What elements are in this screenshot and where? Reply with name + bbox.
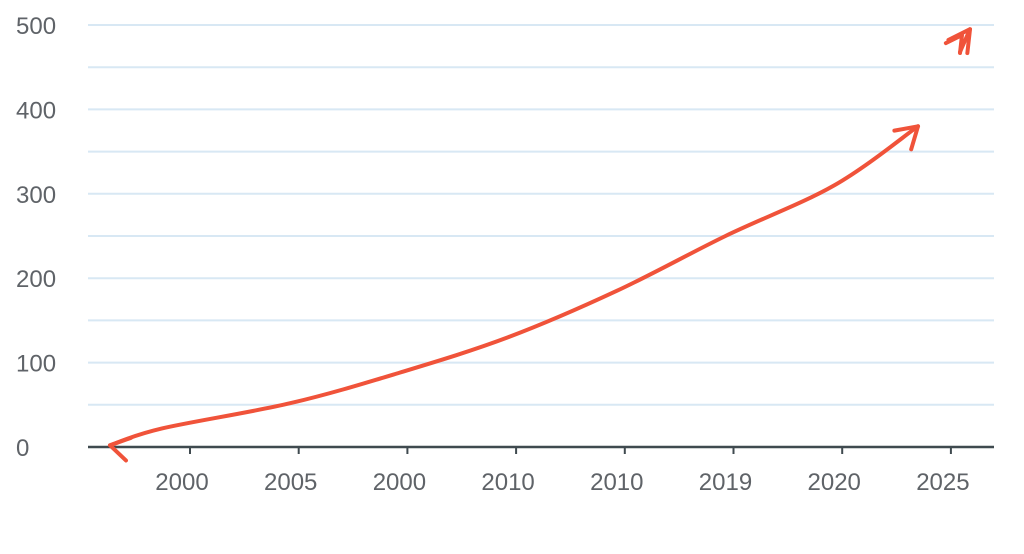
y-tick-label: 0 (16, 435, 29, 462)
x-axis-ticks (189, 447, 952, 454)
start-arrowhead (108, 435, 133, 463)
series-line (108, 124, 920, 448)
y-tick-label: 300 (16, 182, 56, 209)
series-layer (108, 27, 972, 463)
x-tick-label: 2020 (808, 469, 861, 496)
x-tick-label: 2010 (590, 469, 643, 496)
extra-arrowhead-inner (943, 33, 964, 56)
y-axis-tick-labels: 0 100 200 300 400 500 (16, 13, 56, 462)
x-tick-label: 2019 (699, 469, 752, 496)
y-tick-label: 400 (16, 97, 56, 124)
x-axis-tick-labels: 2000 2005 2000 2010 2010 2019 2020 2025 (155, 469, 969, 496)
x-tick-label: 2005 (264, 469, 317, 496)
end-arrowhead (892, 124, 920, 152)
x-tick-label: 2000 (155, 469, 208, 496)
x-tick-label: 2000 (373, 469, 426, 496)
grid-lines (88, 24, 994, 406)
x-tick-label: 2025 (916, 469, 969, 496)
y-tick-label: 200 (16, 266, 56, 293)
y-tick-label: 500 (16, 13, 56, 40)
x-tick-label: 2010 (481, 469, 534, 496)
y-tick-label: 100 (16, 351, 56, 378)
